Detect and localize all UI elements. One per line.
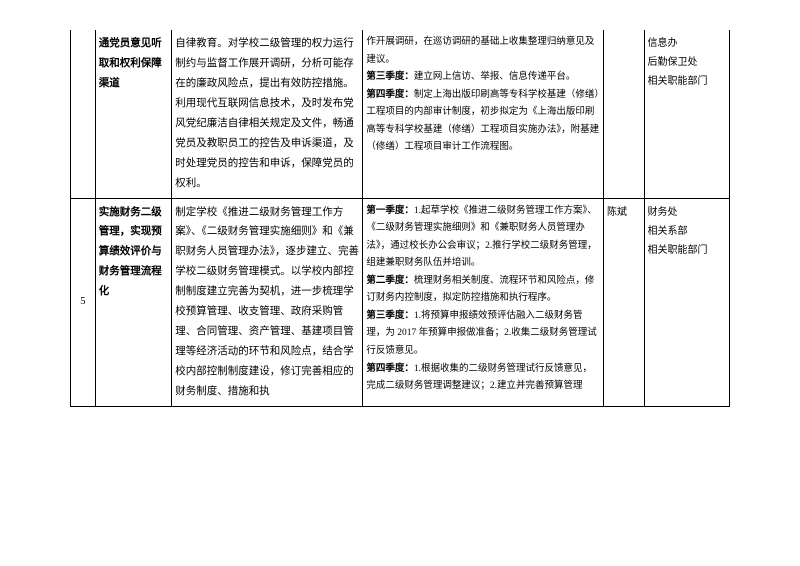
q3-label: 第三季度： bbox=[366, 72, 414, 82]
row-number: 5 bbox=[71, 198, 96, 406]
q1-label: 第一季度： bbox=[366, 206, 414, 216]
q4-label: 第四季度： bbox=[366, 90, 414, 100]
row-dept: 财务处相关系部相关职能部门 bbox=[644, 198, 729, 406]
document-page: 通党员意见听取和权利保障渠道 自律教育。对学校二级管理的权力运行制约与监督工作展… bbox=[0, 0, 800, 407]
row-person: 陈斌 bbox=[604, 198, 644, 406]
q-intro: 作开展调研，在巡访调研的基础上收集整理归纳意见及建议。 bbox=[366, 37, 594, 65]
row-quarters: 第一季度：1.起草学校《推进二级财务管理工作方案》、《二级财务管理实施细则》和《… bbox=[363, 198, 604, 406]
q4-label: 第四季度： bbox=[366, 364, 414, 374]
row-dept: 信息办后勤保卫处相关职能部门 bbox=[644, 30, 729, 198]
table-row: 5 实施财务二级管理，实现预算绩效评价与财务管理流程化 制定学校《推进二级财务管… bbox=[71, 198, 730, 406]
row-number bbox=[71, 30, 96, 198]
q3-label: 第三季度： bbox=[366, 311, 414, 321]
table-row: 通党员意见听取和权利保障渠道 自律教育。对学校二级管理的权力运行制约与监督工作展… bbox=[71, 30, 730, 198]
row-title: 实施财务二级管理，实现预算绩效评价与财务管理流程化 bbox=[95, 198, 171, 406]
row-person bbox=[604, 30, 644, 198]
q3-text: 建立网上信访、举报、信息传递平台。 bbox=[414, 72, 576, 82]
q2-label: 第二季度： bbox=[366, 276, 414, 286]
row-desc: 制定学校《推进二级财务管理工作方案》、《二级财务管理实施细则》和《兼职财务人员管… bbox=[172, 198, 363, 406]
row-desc: 自律教育。对学校二级管理的权力运行制约与监督工作展开调研，分析可能存在的廉政风险… bbox=[172, 30, 363, 198]
plan-table: 通党员意见听取和权利保障渠道 自律教育。对学校二级管理的权力运行制约与监督工作展… bbox=[70, 30, 730, 407]
row-title: 通党员意见听取和权利保障渠道 bbox=[95, 30, 171, 198]
row-quarters: 作开展调研，在巡访调研的基础上收集整理归纳意见及建议。 第三季度：建立网上信访、… bbox=[363, 30, 604, 198]
